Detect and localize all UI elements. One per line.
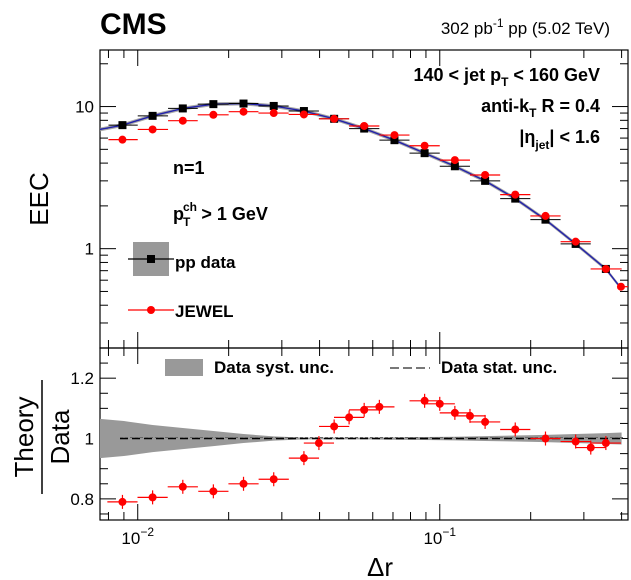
x-axis-title: Δr	[367, 552, 393, 580]
jewel-ratio-point	[330, 422, 339, 431]
jewel-point	[118, 135, 127, 144]
ratio-panel-series	[100, 393, 624, 509]
pp-data-point	[390, 136, 399, 145]
y-tick-label-1: 1	[85, 240, 94, 259]
legend-pp-data-label: pp data	[175, 253, 236, 272]
pp-data-point	[148, 111, 157, 120]
jewel-ratio-point	[541, 434, 550, 443]
jewel-point	[178, 116, 187, 125]
jewel-point	[601, 264, 610, 273]
jewel-point	[511, 190, 520, 199]
jewel-ratio-point	[148, 493, 157, 502]
legend-jewel-label: JEWEL	[175, 302, 234, 321]
jewel-ratio-point	[314, 439, 323, 448]
jewel-point	[450, 156, 459, 165]
pp-data-point	[269, 101, 278, 110]
jewel-ratio-point	[239, 479, 248, 488]
jewel-point	[299, 110, 308, 119]
jewel-point	[541, 211, 550, 220]
legend-syst-band	[165, 359, 203, 376]
ratio-y-axis-title: Theory Data	[9, 380, 75, 494]
jewel-ratio-point	[435, 399, 444, 408]
ratio-tick-label-1.2: 1.2	[70, 369, 94, 388]
jewel-ratio-point	[209, 487, 218, 496]
legend-pp-data-marker	[147, 255, 155, 263]
pp-data-point	[450, 162, 459, 171]
jewel-point	[481, 170, 490, 179]
pp-data-point	[209, 100, 218, 109]
ratio-y-title-denominator: Data	[45, 409, 75, 464]
jewel-ratio-point	[586, 443, 595, 452]
track-pt-annotation: pch T > 1 GeV	[173, 200, 268, 229]
jewel-point	[390, 131, 399, 140]
ratio-axis-ticks	[100, 348, 628, 520]
jewel-point	[330, 114, 339, 123]
jewel-ratio-point	[345, 413, 354, 422]
jewel-ratio-point	[601, 439, 610, 448]
algorithm-annotation: anti-kT R = 0.4	[481, 96, 600, 120]
jewel-ratio-point	[269, 475, 278, 484]
ratio-y-title-numerator: Theory	[9, 397, 39, 478]
jewel-ratio-point	[118, 497, 127, 506]
x-tick-label-1e-2: 10−2	[121, 525, 154, 548]
legend-stat-label: Data stat. unc.	[441, 358, 557, 377]
luminosity-label: 302 pb-1 pp (5.02 TeV)	[441, 16, 610, 38]
legend-jewel-marker	[147, 306, 155, 314]
jewel-point	[269, 109, 278, 118]
jewel-ratio-point	[511, 425, 520, 434]
eta-annotation: |ηjet| < 1.6	[519, 127, 600, 152]
jewel-point	[616, 282, 625, 291]
jewel-ratio-point	[178, 482, 187, 491]
pp-data-point	[481, 176, 490, 185]
legend-pp-data: pp data	[128, 242, 236, 276]
y-axis-title: EEC	[24, 172, 54, 225]
n-annotation: n=1	[173, 158, 205, 178]
jewel-point	[239, 107, 248, 116]
jewel-point	[148, 125, 157, 134]
jewel-point	[360, 121, 369, 130]
ratio-tick-label-1: 1	[85, 430, 94, 449]
y-tick-label-10: 10	[75, 98, 94, 117]
pp-data-point	[239, 99, 248, 108]
jewel-ratio-point	[450, 408, 459, 417]
jewel-point	[571, 237, 580, 246]
x-tick-label-1e-1: 10−1	[423, 525, 456, 548]
ratio-tick-label-0.8: 0.8	[70, 490, 94, 509]
legend-stat-unc: Data stat. unc.	[390, 358, 557, 377]
top-panel-series	[99, 99, 628, 291]
jewel-ratio-point	[375, 402, 384, 411]
experiment-label: CMS	[100, 8, 167, 41]
jewel-ratio-point	[571, 437, 580, 446]
legend-jewel: JEWEL	[128, 302, 234, 321]
legend-syst-unc: Data syst. unc.	[165, 358, 334, 377]
pp-data-point	[118, 121, 127, 130]
legend-syst-label: Data syst. unc.	[214, 358, 334, 377]
jewel-ratio-point	[481, 417, 490, 426]
jewel-ratio-point	[465, 411, 474, 420]
jewel-ratio-point	[299, 454, 308, 463]
top-axis-ticks	[100, 50, 628, 349]
jewel-ratio-point	[360, 405, 369, 414]
pp-data-point	[178, 104, 187, 113]
jet-pt-annotation: 140 < jet pT < 160 GeV	[414, 65, 600, 89]
pp-data-point	[420, 149, 429, 158]
jewel-point	[209, 110, 218, 119]
jewel-point	[420, 141, 429, 150]
jewel-ratio-point	[420, 396, 429, 405]
